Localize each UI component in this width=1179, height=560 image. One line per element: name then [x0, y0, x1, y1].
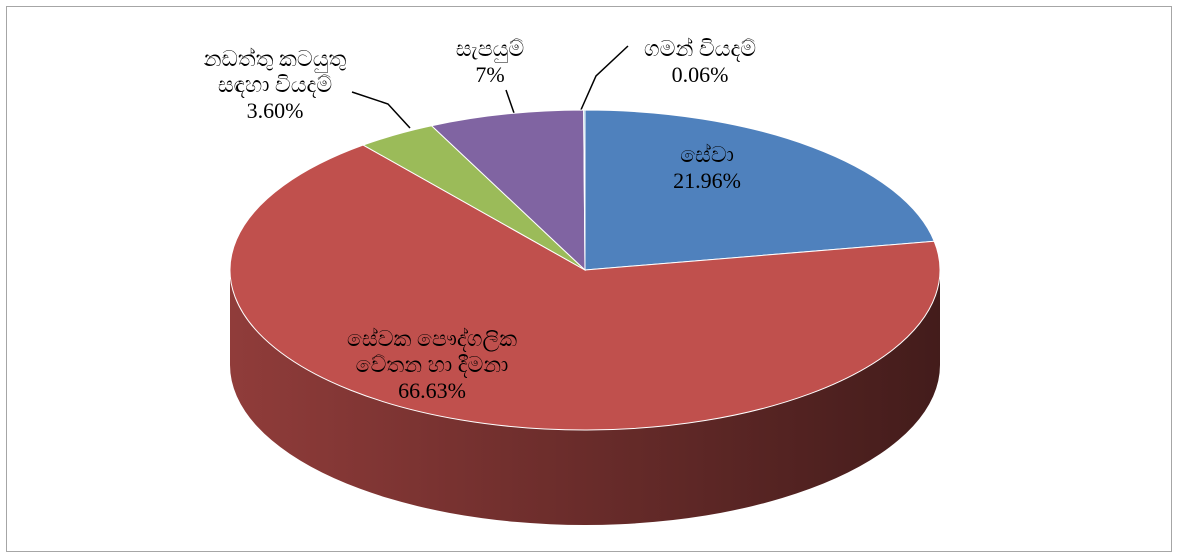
- data-label: සේවක පෞද්ගලික වේතන හා දීමනා 66.63%: [347, 326, 517, 404]
- pie-slice: [229, 144, 941, 431]
- slice-name: ගමන් වියදම්: [643, 36, 757, 61]
- data-label: සේවා 21.96%: [673, 142, 741, 194]
- slice-name: සේවක පෞද්ගලික වේතන හා දීමනා: [346, 326, 518, 377]
- pie-slice: [584, 109, 935, 271]
- data-label: සැපයුම් 7%: [456, 36, 525, 88]
- slice-value: 7%: [475, 62, 505, 87]
- leader-line: [579, 45, 629, 113]
- pie-slice: [430, 109, 586, 272]
- slice-value: 21.96%: [673, 168, 741, 193]
- pie-side: [230, 270, 940, 525]
- slice-name: සැපයුම්: [455, 36, 525, 61]
- data-label: ගමන් වියදම් 0.06%: [644, 36, 756, 88]
- pie-slice: [583, 109, 586, 271]
- slice-value: 3.60%: [246, 98, 304, 123]
- leader-line: [351, 91, 411, 129]
- slice-name: නඩත්තු කටයුතු සඳහා වියදම්: [203, 46, 347, 97]
- slice-value: 66.63%: [398, 378, 466, 403]
- slice-value: 0.06%: [671, 62, 729, 87]
- data-label: නඩත්තු කටයුතු සඳහා වියදම් 3.60%: [204, 46, 347, 124]
- leader-line: [505, 89, 515, 114]
- slice-name: සේවා: [680, 142, 734, 167]
